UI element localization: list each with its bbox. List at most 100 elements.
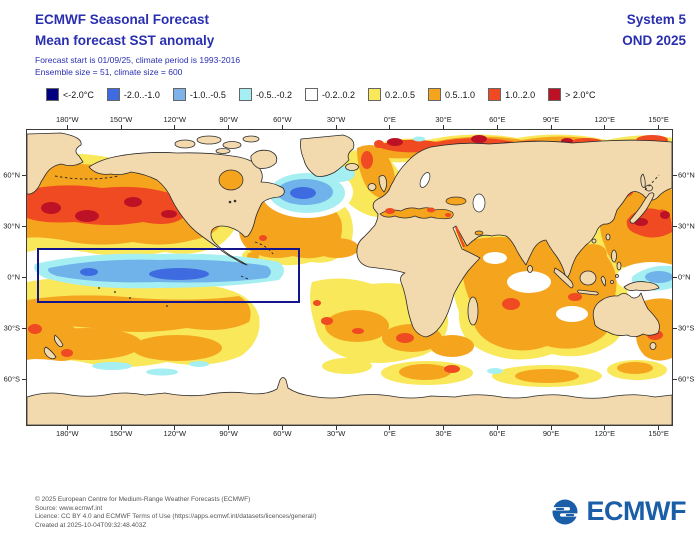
created-line: Created at 2025-10-04T09:32:48.403Z: [35, 521, 147, 529]
tick-mark: [335, 426, 337, 430]
legend-label: 0.5..1.0: [445, 89, 476, 100]
legend-label: <-2.0°C: [63, 89, 94, 100]
tick-mark: [120, 426, 122, 430]
lon-tick-label-bottom: 150°E: [648, 429, 669, 438]
legend-item-5: 0.2..0.5: [368, 88, 415, 101]
page-subtitle: Mean forecast SST anomaly: [35, 33, 215, 48]
licence-line: Licence: CC BY 4.0 and ECMWF Terms of Us…: [35, 513, 317, 520]
lon-tick-label-top: 30°E: [435, 115, 452, 124]
legend-item-2: -1.0..-0.5: [172, 88, 226, 101]
tick-mark: [604, 426, 606, 430]
ecmwf-logo-icon: [548, 499, 581, 524]
tick-mark: [443, 125, 445, 129]
tick-mark: [335, 125, 337, 129]
tick-mark: [174, 426, 176, 430]
ecmwf-logo: ECMWF: [548, 496, 687, 527]
lon-tick-label-top: 120°W: [163, 115, 187, 124]
header-left: ECMWF Seasonal Forecast Mean forecast SS…: [35, 9, 240, 78]
legend-label: -1.0..-0.5: [189, 89, 226, 100]
lat-tick-label-left: 60°N: [3, 170, 20, 180]
tick-mark: [228, 426, 230, 430]
tick-mark: [66, 125, 68, 129]
lat-tick-label-right: 60°N: [678, 170, 695, 180]
lon-tick-label-top: 0°E: [383, 115, 396, 124]
legend-item-7: 1.0..2.0: [488, 88, 535, 101]
tick-mark: [228, 125, 230, 129]
copyright-line: © 2025 European Centre for Medium-Range …: [35, 496, 251, 503]
lat-tick-label-left: 30°N: [3, 221, 20, 231]
lat-tick-label-right: 0°N: [678, 272, 691, 282]
tick-mark: [22, 174, 26, 176]
lon-tick-label-bottom: 60°W: [273, 429, 292, 438]
lon-tick-label-top: 60°E: [489, 115, 506, 124]
tick-mark: [174, 125, 176, 129]
lon-tick-label-top: 120°E: [594, 115, 616, 124]
tick-mark: [22, 327, 26, 329]
legend-label: -0.2..0.2: [321, 89, 355, 100]
tick-mark: [604, 125, 606, 129]
lat-tick-label-left: 60°S: [3, 374, 20, 384]
lon-tick-label-bottom: 90°W: [219, 429, 238, 438]
lat-tick-label-right: 30°N: [678, 221, 695, 231]
tick-mark: [22, 378, 26, 380]
tick-mark: [673, 276, 677, 278]
tick-mark: [496, 125, 498, 129]
legend-label: -0.5..-0.2: [255, 89, 292, 100]
legend-swatch: [548, 88, 562, 101]
legend-item-8: > 2.0°C: [548, 88, 595, 101]
map-area: 180°W 180°W 150°W 150°W 120°W 120°W 90°W 90°W 60…: [3, 115, 695, 438]
legend-swatch: [106, 88, 120, 101]
legend-swatch: [172, 88, 186, 101]
legend-label: > 2.0°C: [565, 89, 596, 100]
legend-item-4: -0.2..0.2: [304, 88, 355, 101]
tick-mark: [120, 125, 122, 129]
tick-mark: [389, 125, 391, 129]
legend-item-3: -0.5..-0.2: [238, 88, 292, 101]
legend-swatch: [428, 88, 442, 101]
tick-mark: [550, 125, 552, 129]
legend-label: -2.0..-1.0: [123, 89, 160, 100]
tick-mark: [389, 426, 391, 430]
tick-mark: [496, 426, 498, 430]
forecast-start-line: Forecast start is 01/09/25, climate peri…: [35, 55, 241, 65]
tick-mark: [658, 426, 660, 430]
tick-mark: [22, 225, 26, 227]
tick-mark: [673, 174, 677, 176]
ensemble-size-line: Ensemble size = 51, climate size = 600: [35, 67, 183, 77]
nino-region-box: [37, 248, 300, 303]
page-title: ECMWF Seasonal Forecast: [35, 12, 210, 27]
legend-swatch: [238, 88, 252, 101]
lon-tick-label-top: 60°W: [273, 115, 292, 124]
lon-tick-label-top: 90°W: [219, 115, 238, 124]
lon-tick-label-bottom: 120°W: [163, 429, 187, 438]
tick-mark: [673, 225, 677, 227]
header-right: System 5 OND 2025: [622, 9, 686, 51]
ecmwf-logo-text: ECMWF: [586, 496, 687, 526]
lon-tick-label-bottom: 150°W: [109, 429, 133, 438]
tick-mark: [281, 426, 283, 430]
lon-tick-label-top: 150°E: [648, 115, 669, 124]
legend-item-1: -2.0..-1.0: [106, 88, 160, 101]
island-chains: [54, 174, 660, 280]
lon-tick-label-top: 180°W: [56, 115, 79, 124]
footer-attribution: © 2025 European Centre for Medium-Range …: [35, 496, 317, 530]
tick-mark: [22, 276, 26, 278]
legend-label: 0.2..0.5: [385, 89, 416, 100]
tick-mark: [673, 378, 677, 380]
lat-tick-label-left: 0°N: [7, 272, 20, 282]
legend-swatch: [46, 88, 59, 101]
legend-item-0: <-2.0°C: [46, 88, 94, 101]
tick-mark: [550, 426, 552, 430]
tick-mark: [673, 327, 677, 329]
inland-seas: [218, 169, 486, 248]
system-label: System 5: [626, 12, 686, 27]
color-legend: <-2.0°C -2.0..-1.0 -1.0..-0.5 -0.5..-0.2 -0.…: [46, 88, 595, 101]
lon-tick-label-bottom: 30°W: [326, 429, 346, 438]
legend-swatch: [304, 88, 318, 101]
world-map: [27, 130, 672, 425]
lon-tick-label-top: 90°E: [542, 115, 560, 124]
tick-mark: [658, 125, 660, 129]
tick-mark: [443, 426, 445, 430]
lon-tick-label-top: 150°W: [109, 115, 133, 124]
